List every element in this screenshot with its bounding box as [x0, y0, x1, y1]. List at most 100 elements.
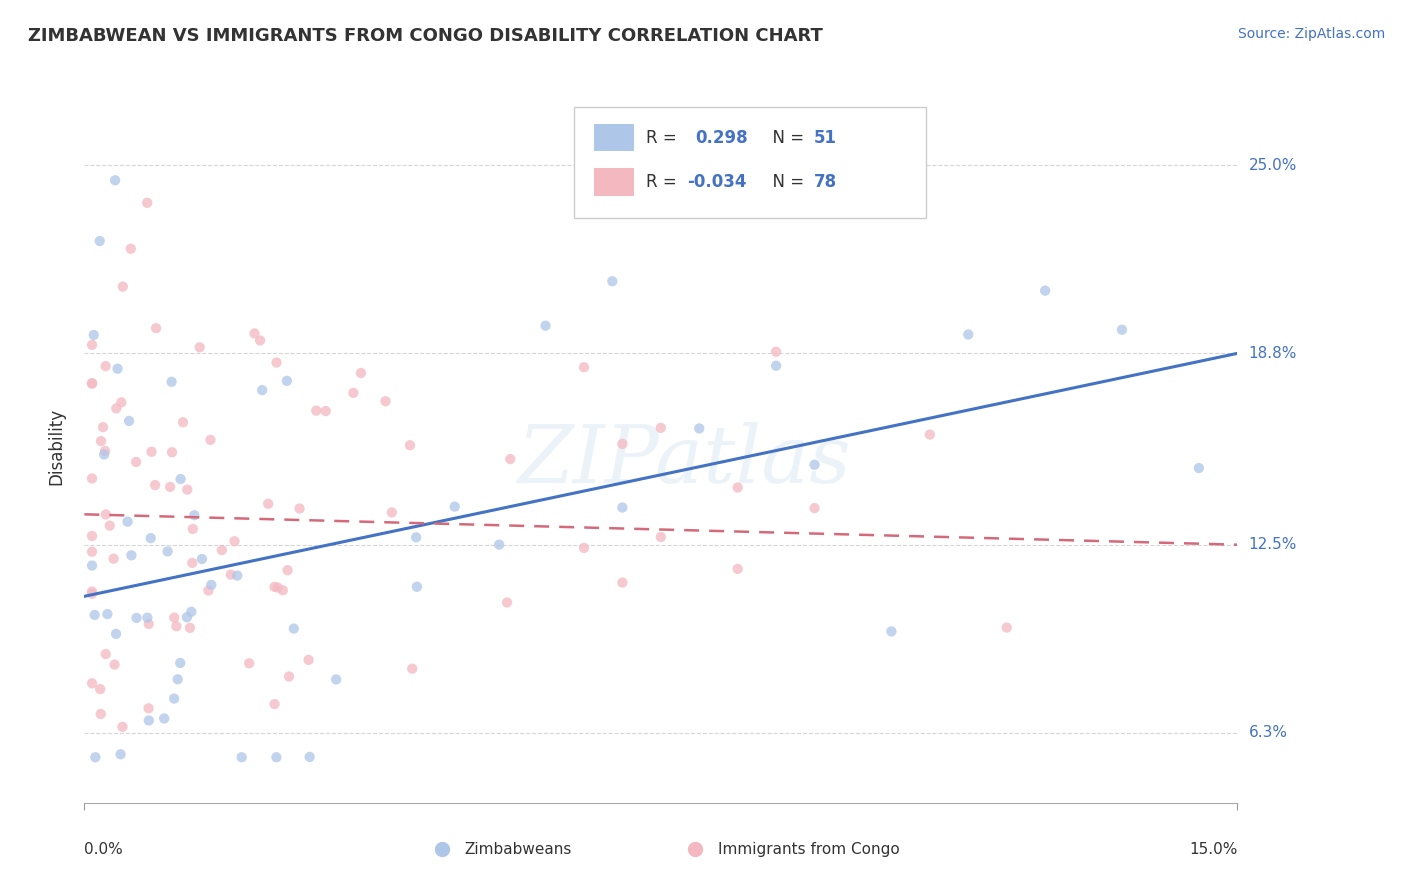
Point — [111, 279, 134, 293]
Text: 0.298: 0.298 — [696, 128, 748, 146]
Point — [80, 584, 103, 599]
Point — [96, 607, 118, 621]
Point — [266, 750, 288, 764]
Point — [84, 750, 107, 764]
Point — [342, 385, 364, 400]
Point — [401, 662, 423, 676]
Point — [89, 682, 111, 697]
Point — [263, 697, 285, 711]
Point — [278, 669, 301, 683]
Point — [277, 563, 299, 577]
Point — [120, 242, 142, 256]
Point — [219, 567, 242, 582]
Point — [572, 541, 595, 555]
Text: R =: R = — [645, 173, 682, 191]
Text: Zimbabweans: Zimbabweans — [465, 842, 572, 856]
Point — [499, 452, 522, 467]
Point — [405, 580, 427, 594]
Point — [995, 621, 1018, 635]
Point — [90, 434, 112, 448]
Point — [231, 750, 253, 764]
Point — [80, 376, 103, 390]
Point — [305, 403, 328, 417]
Point — [803, 501, 825, 516]
Point — [172, 415, 194, 429]
Text: 51: 51 — [814, 128, 837, 146]
Point — [80, 529, 103, 543]
Point — [107, 361, 129, 376]
Point — [271, 583, 294, 598]
Point — [188, 340, 211, 354]
Point — [200, 578, 222, 592]
Point — [238, 657, 260, 671]
Point — [80, 676, 103, 690]
Point — [297, 653, 319, 667]
Point — [94, 359, 117, 373]
Point — [104, 173, 127, 187]
Point — [94, 444, 117, 458]
Point — [139, 531, 162, 545]
Point — [263, 580, 285, 594]
Point — [110, 747, 132, 762]
Point — [80, 587, 103, 601]
Text: ZIPatlas: ZIPatlas — [517, 422, 851, 499]
Text: -0.034: -0.034 — [688, 173, 747, 191]
FancyBboxPatch shape — [593, 124, 634, 152]
Point — [250, 383, 273, 397]
Point — [176, 610, 198, 624]
Point — [160, 375, 183, 389]
Point — [103, 551, 125, 566]
Point — [612, 437, 634, 451]
Text: Immigrants from Congo: Immigrants from Congo — [718, 842, 900, 856]
Point — [138, 701, 160, 715]
Point — [765, 359, 787, 373]
Point — [224, 534, 246, 549]
Point — [496, 595, 519, 609]
Point — [399, 438, 422, 452]
Point — [534, 318, 557, 333]
Text: 6.3%: 6.3% — [1249, 725, 1288, 740]
Point — [405, 530, 427, 544]
Point — [179, 621, 201, 635]
Point — [80, 545, 103, 559]
Point — [1033, 284, 1056, 298]
Point — [602, 274, 624, 288]
FancyBboxPatch shape — [593, 169, 634, 195]
Point — [298, 750, 321, 764]
Text: 0.0%: 0.0% — [84, 842, 124, 856]
Point — [266, 355, 288, 369]
Point — [880, 624, 903, 639]
Text: R =: R = — [645, 128, 688, 146]
Point — [111, 720, 134, 734]
Point — [143, 478, 166, 492]
Point — [117, 515, 139, 529]
Point — [120, 549, 142, 563]
Point — [211, 543, 233, 558]
Text: ZIMBABWEAN VS IMMIGRANTS FROM CONGO DISABILITY CORRELATION CHART: ZIMBABWEAN VS IMMIGRANTS FROM CONGO DISA… — [28, 27, 823, 45]
Point — [727, 562, 749, 576]
Y-axis label: Disability: Disability — [48, 408, 66, 484]
Point — [98, 518, 121, 533]
Point — [803, 458, 825, 472]
Point — [103, 657, 125, 672]
Point — [169, 472, 191, 486]
Text: 12.5%: 12.5% — [1249, 537, 1296, 552]
Point — [141, 444, 163, 458]
Point — [80, 558, 103, 573]
Point — [276, 374, 298, 388]
Point — [180, 605, 202, 619]
Point — [181, 556, 204, 570]
Point — [83, 607, 105, 622]
Point — [91, 420, 114, 434]
Point — [80, 376, 103, 391]
Point — [105, 401, 128, 416]
Point — [350, 366, 373, 380]
Point — [145, 321, 167, 335]
Point — [93, 448, 115, 462]
Point — [374, 394, 396, 409]
Point — [325, 673, 347, 687]
Point — [249, 334, 271, 348]
Point — [110, 395, 132, 409]
Point — [488, 538, 510, 552]
Point — [90, 706, 112, 721]
